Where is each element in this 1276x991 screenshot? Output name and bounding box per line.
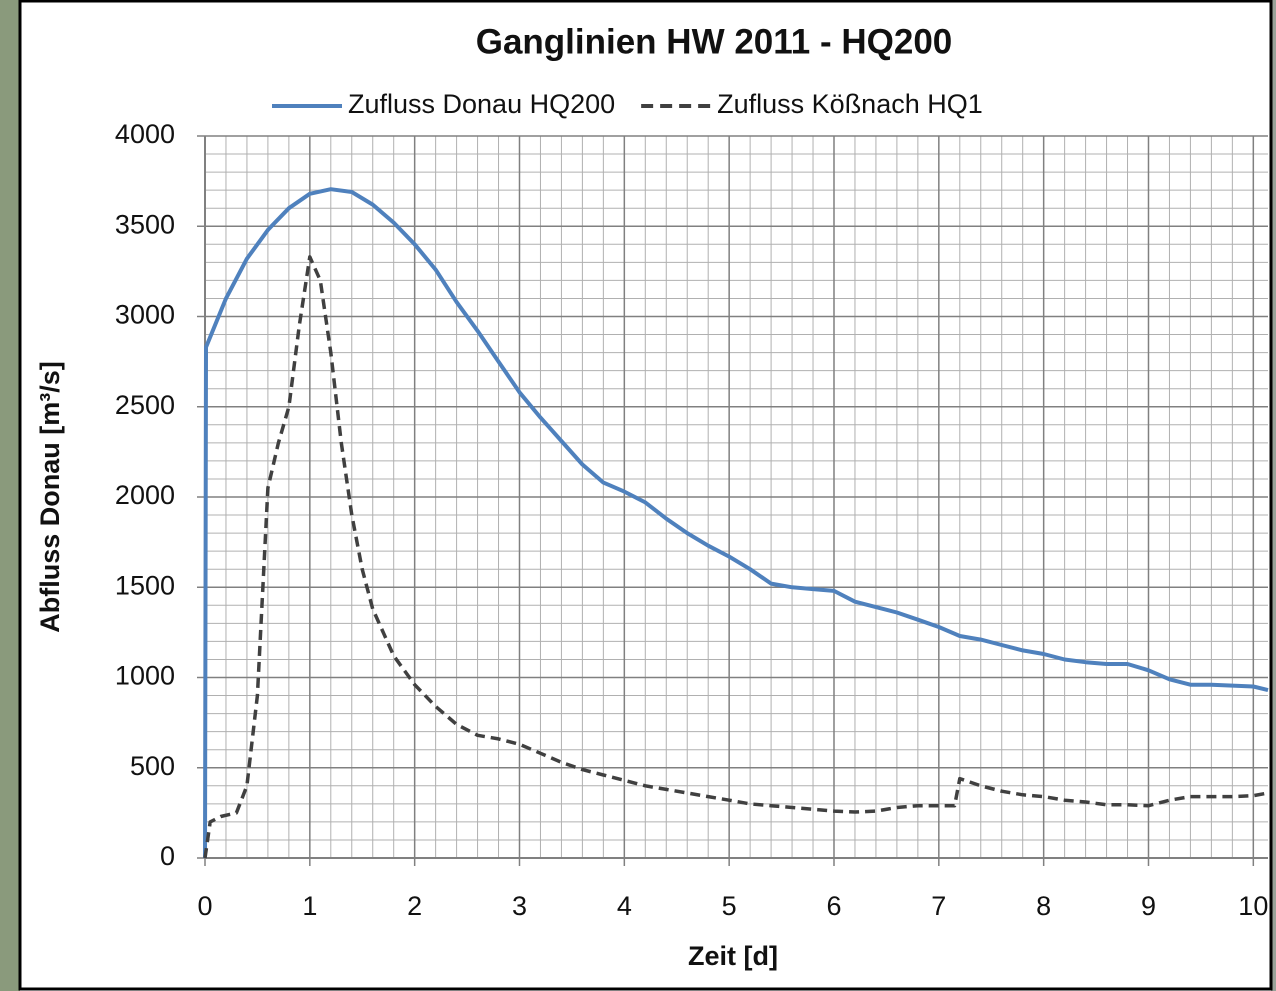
y-axis-title: Abfluss Donau [m³/s] <box>35 361 65 633</box>
y-tick-label: 3500 <box>115 209 175 239</box>
y-tick-label: 4000 <box>115 119 175 149</box>
x-tick-label: 2 <box>407 891 422 921</box>
x-tick-label: 3 <box>512 891 527 921</box>
y-tick-label: 1500 <box>115 570 175 600</box>
x-tick-label: 10 <box>1238 891 1268 921</box>
x-tick-label: 8 <box>1036 891 1051 921</box>
x-tick-label: 0 <box>197 891 212 921</box>
x-tick-label: 6 <box>826 891 841 921</box>
legend-label: Zufluss Kößnach HQ1 <box>717 89 983 119</box>
x-tick-label: 5 <box>722 891 737 921</box>
legend-label: Zufluss Donau HQ200 <box>348 89 615 119</box>
x-tick-label: 4 <box>617 891 632 921</box>
background-photo-strip <box>0 0 20 991</box>
y-tick-label: 1000 <box>115 661 175 691</box>
chart-title: Ganglinien HW 2011 - HQ200 <box>476 22 953 61</box>
y-tick-label: 0 <box>160 841 175 871</box>
y-tick-label: 2500 <box>115 390 175 420</box>
x-axis-title: Zeit [d] <box>688 941 778 971</box>
x-tick-label: 9 <box>1141 891 1156 921</box>
x-tick-label: 1 <box>302 891 317 921</box>
chart: Ganglinien HW 2011 - HQ200 Zeit [d] Abfl… <box>0 0 1276 991</box>
y-tick-label: 3000 <box>115 300 175 330</box>
y-tick-label: 2000 <box>115 480 175 510</box>
y-tick-label: 500 <box>130 751 175 781</box>
x-tick-label: 7 <box>931 891 946 921</box>
